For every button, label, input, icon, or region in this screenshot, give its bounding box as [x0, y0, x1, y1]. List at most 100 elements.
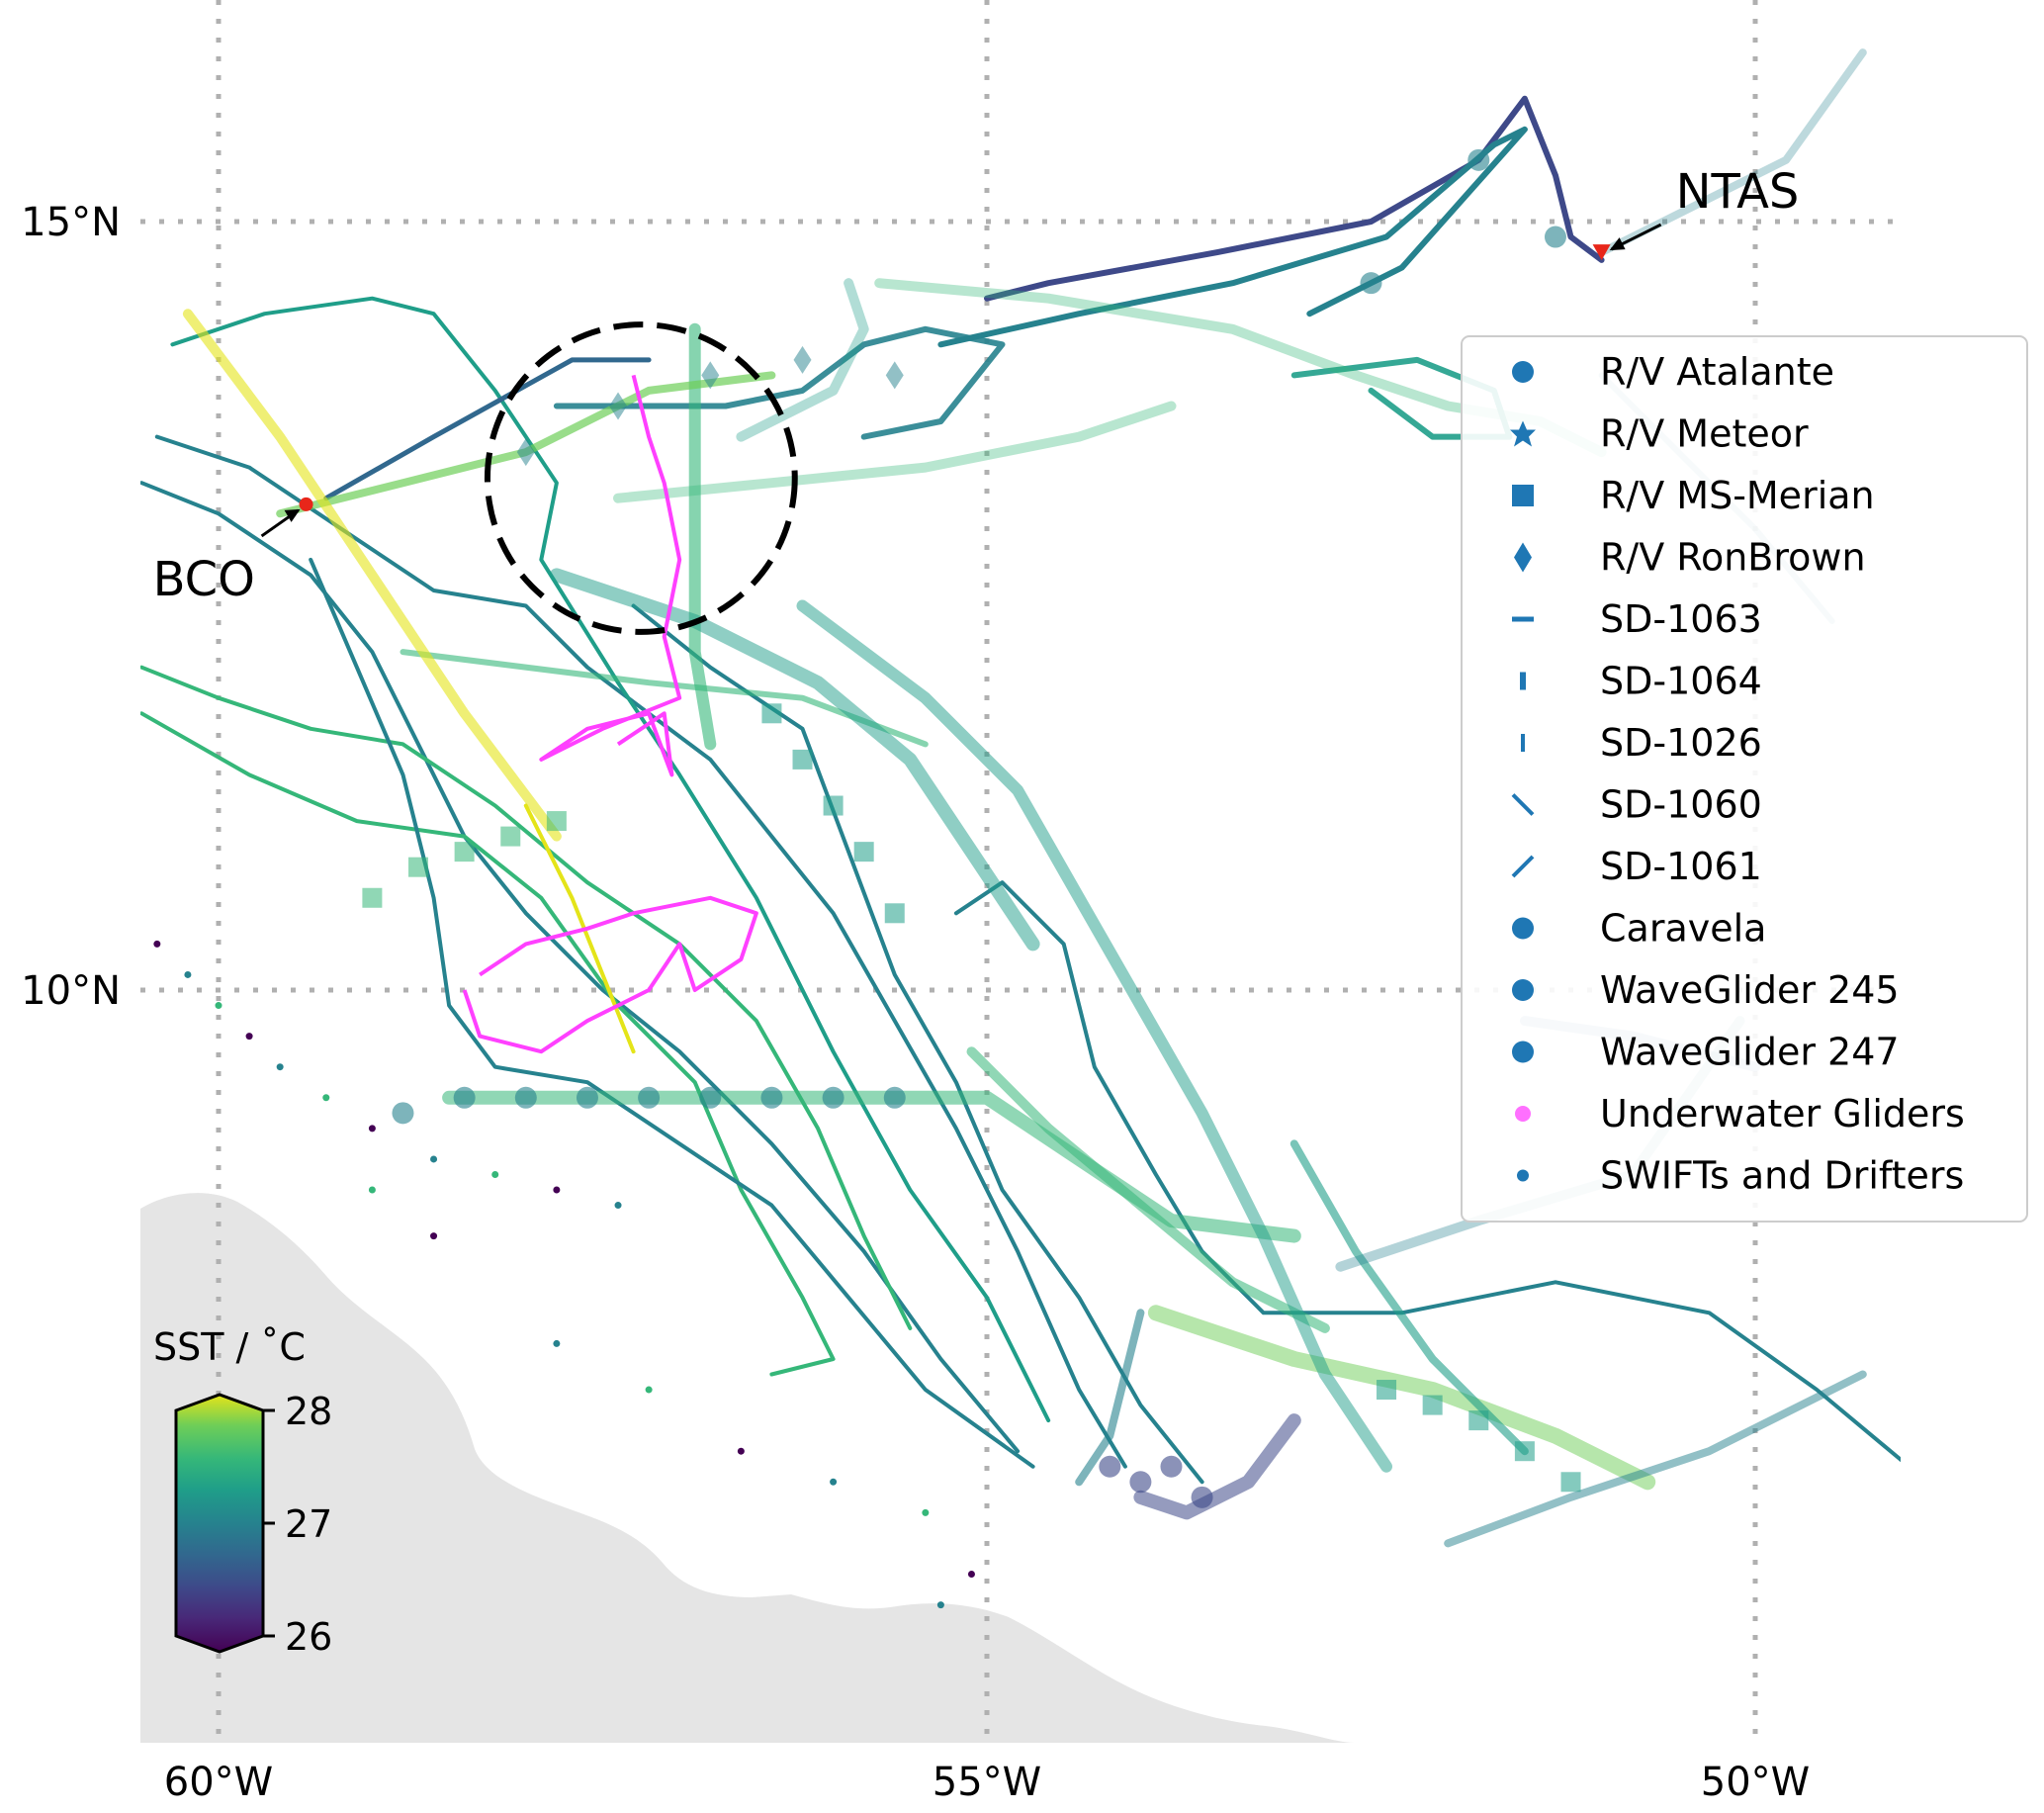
legend-entry: R/V Atalante [1512, 350, 1834, 394]
legend-marker-circle [1512, 917, 1534, 940]
study-area-circle [484, 321, 798, 635]
sst-track [1597, 48, 1867, 257]
ship-marker [793, 345, 812, 374]
drifter-point [184, 970, 192, 978]
legend-entry: Underwater Gliders [1515, 1092, 1965, 1135]
drifter-point [153, 940, 161, 948]
ship-marker [392, 1102, 414, 1125]
map-area: BCO NTAS [140, 0, 1901, 1743]
legend-marker-square [1512, 485, 1534, 506]
legend-label: Caravela [1600, 907, 1766, 951]
legend-label: WaveGlider 245 [1600, 968, 1900, 1012]
drifter-point [276, 1063, 284, 1071]
sst-tracks [140, 48, 1901, 1548]
legend-entry: WaveGlider 247 [1512, 1031, 1900, 1074]
glider-track [539, 374, 682, 777]
ntas-label: NTAS [1676, 164, 1800, 220]
ntas-arrowhead [1609, 237, 1626, 251]
sst-track [140, 481, 1021, 1454]
site-markers: BCO NTAS [153, 164, 1800, 607]
drifter-point [645, 1386, 653, 1394]
ship-marker [699, 1086, 722, 1109]
ship-marker [761, 703, 782, 724]
drifter-point [614, 1202, 622, 1210]
legend-label: SD-1061 [1600, 845, 1762, 888]
legend-entry: R/V RonBrown [1514, 536, 1866, 580]
ship-marker [1560, 1472, 1581, 1493]
legend-marker-diamond [1514, 542, 1532, 573]
ship-marker [883, 1086, 906, 1109]
ship-marker [516, 438, 535, 467]
drifter-point [936, 1601, 944, 1609]
ship-marker [576, 1086, 598, 1109]
bco-arrowhead [284, 508, 301, 522]
colorbar-title: SST / ˚C [153, 1325, 306, 1369]
ship-marker [1160, 1455, 1183, 1478]
legend-entry: R/V Meteor [1510, 412, 1809, 456]
legend-label: SWIFTs and Drifters [1600, 1154, 1964, 1198]
legend-marker-small-dot [1517, 1169, 1529, 1182]
ship-marker [362, 887, 383, 908]
sst-track [1147, 1305, 1656, 1491]
drifter-point [491, 1170, 499, 1178]
drifter-point [368, 1125, 376, 1133]
legend-entry: WaveGlider 245 [1512, 968, 1900, 1012]
sst-track [796, 599, 1392, 1473]
legend-label: Underwater Gliders [1600, 1092, 1965, 1135]
drifter-point [553, 1186, 561, 1194]
legend-label: R/V Atalante [1600, 350, 1834, 394]
legend-entry: SD-1063 [1512, 597, 1762, 641]
ship-marker [884, 903, 905, 924]
sst-track [966, 1046, 1330, 1333]
y-tick-label: 15°N [21, 200, 121, 245]
legend-frame [1461, 335, 2028, 1223]
ship-marker [1099, 1455, 1121, 1478]
drifter-point [245, 1033, 253, 1041]
sst-track [182, 309, 562, 842]
bco-label: BCO [153, 552, 255, 607]
ship-marker [500, 826, 521, 847]
sst-track [154, 434, 1127, 1469]
ship-marker [638, 1086, 661, 1109]
sst-track [442, 1090, 1301, 1243]
underwater-glider-tracks [462, 374, 758, 1054]
legend-entry: R/V MS-Merian [1512, 474, 1875, 517]
ship-marker [546, 811, 567, 832]
ship-marker [1468, 1410, 1489, 1431]
ship-marker [1544, 226, 1566, 248]
legend-entry: SD-1026 [1521, 721, 1762, 765]
ship-marker [1514, 1441, 1535, 1462]
sst-track [140, 665, 913, 1330]
x-tick-label: 60°W [164, 1760, 273, 1805]
colorbar-tick-label: 26 [285, 1615, 332, 1659]
sst-track [984, 95, 1605, 302]
sst-track [170, 296, 1051, 1423]
sst-track [553, 325, 1006, 440]
ship-marker [454, 842, 475, 862]
ship-marker [408, 857, 429, 877]
ship-marker [760, 1086, 783, 1109]
sst-track [736, 278, 869, 442]
drifter-point [737, 1447, 745, 1455]
drifter-point [922, 1508, 930, 1516]
sst-track [549, 568, 1040, 952]
legend-entry: SD-1064 [1520, 660, 1762, 703]
legend-label: SD-1026 [1600, 721, 1762, 765]
drifter-point [215, 1002, 222, 1010]
ship-marker [1422, 1395, 1443, 1415]
drifter-point [553, 1339, 561, 1347]
legend-entry: Caravela [1512, 907, 1766, 951]
legend: R/V Atalante R/V Meteor R/V MS-Merian R/V R… [1461, 335, 2028, 1223]
sst-track [688, 322, 717, 751]
x-tick-label: 55°W [933, 1760, 1041, 1805]
ship-marker [885, 361, 904, 390]
legend-entry: SD-1060 [1511, 783, 1762, 827]
y-tick-label: 10°N [21, 968, 121, 1014]
legend-marker-backslash [1511, 793, 1535, 816]
ship-marker [823, 795, 844, 816]
legend-marker-circle [1512, 1041, 1534, 1063]
legend-label: WaveGlider 247 [1600, 1031, 1900, 1074]
legend-marker-star [1510, 420, 1536, 447]
